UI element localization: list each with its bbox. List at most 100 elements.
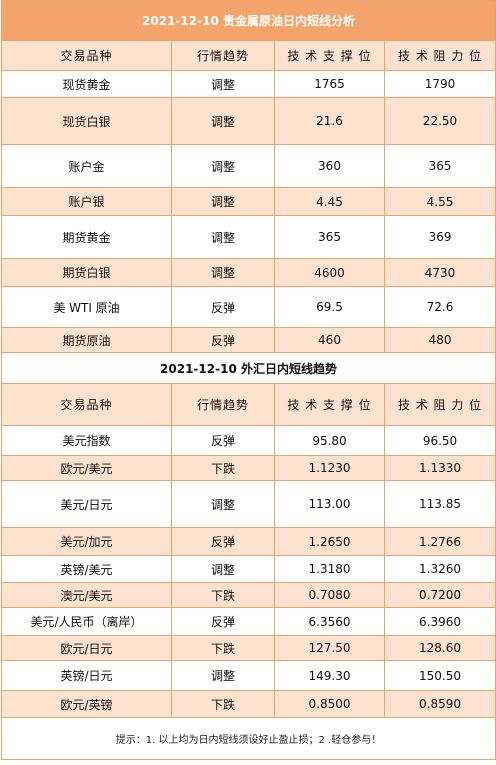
resistance-cell: 113.85: [383, 480, 496, 528]
support-cell: 0.8500: [274, 690, 385, 718]
product-cell: 英镑/日元: [1, 660, 172, 691]
table-row: 欧元/美元 下跌 1.1230 1.1330: [1, 455, 496, 481]
product-cell: 美 WTI 原油: [1, 286, 172, 328]
product-cell: 现货黄金: [1, 70, 172, 98]
trend-cell: 调整: [171, 555, 275, 583]
forex-title: 2021-12-10 外汇日内短线趋势: [0, 352, 496, 384]
header-cell: 技 术 阻 力 位: [383, 40, 496, 71]
table-row: 欧元/日元 下跌 127.50 128.60: [1, 635, 496, 661]
trend-cell: 下跌: [171, 455, 275, 481]
resistance-cell: 150.50: [383, 660, 496, 691]
trend-cell: 反弹: [171, 425, 275, 456]
table-row: 澳元/美元 下跌 0.7080 0.7200: [1, 582, 496, 608]
forex-title-text: 外汇日内短线趋势: [240, 361, 337, 376]
resistance-cell: 0.7200: [383, 582, 496, 608]
resistance-cell: 1.3260: [383, 555, 496, 583]
support-cell: 113.00: [274, 480, 385, 528]
resistance-cell: 4.55: [383, 187, 496, 216]
header-cell: 交易品种: [1, 383, 172, 426]
resistance-cell: 1.2766: [383, 527, 496, 556]
product-cell: 欧元/美元: [1, 455, 172, 481]
header-cell: 交易品种: [1, 40, 172, 71]
table-row: 英镑/美元 调整 1.3180 1.3260: [1, 555, 496, 583]
precious-title-text: 贵金属原油日内短线分析: [222, 14, 355, 28]
resistance-cell: 72.6: [383, 286, 496, 328]
support-cell: 21.6: [274, 97, 385, 145]
table-row: 欧元/英镑 下跌 0.8500 0.8590: [1, 690, 496, 718]
resistance-cell: 6.3960: [383, 607, 496, 636]
precious-title: 2021-12-10 贵金属原油日内短线分析: [0, 0, 496, 41]
forex-title-row: 2021-12-10 外汇日内短线趋势: [0, 352, 496, 384]
header-cell: 技 术 支 撑 位: [274, 383, 385, 426]
support-cell: 365: [274, 215, 385, 259]
resistance-cell: 1790: [383, 70, 496, 98]
resistance-cell: 0.8590: [383, 690, 496, 718]
product-cell: 美元指数: [1, 425, 172, 456]
trend-cell: 调整: [171, 215, 275, 259]
support-cell: 0.7080: [274, 582, 385, 608]
product-cell: 期货黄金: [1, 215, 172, 259]
table-row: 期货原油 反弹 460 480: [1, 327, 496, 353]
support-cell: 149.30: [274, 660, 385, 691]
precious-date: 2021-12-10: [142, 14, 219, 28]
trend-cell: 调整: [171, 144, 275, 188]
trend-cell: 调整: [171, 480, 275, 528]
forex-date: 2021-12-10: [160, 361, 237, 376]
support-cell: 360: [274, 144, 385, 188]
precious-header-row: 交易品种 行情趋势 技 术 支 撑 位 技 术 阻 力 位: [1, 40, 496, 71]
trend-cell: 下跌: [171, 690, 275, 718]
table-row: 美元/加元 反弹 1.2650 1.2766: [1, 527, 496, 556]
support-cell: 4.45: [274, 187, 385, 216]
product-cell: 欧元/日元: [1, 635, 172, 661]
precious-title-row: 2021-12-10 贵金属原油日内短线分析: [0, 0, 496, 41]
table-row: 期货白银 调整 4600 4730: [1, 258, 496, 287]
support-cell: 460: [274, 327, 385, 353]
product-cell: 期货白银: [1, 258, 172, 287]
table-row: 英镑/日元 调整 149.30 150.50: [1, 660, 496, 691]
table-row: 期货黄金 调整 365 369: [1, 215, 496, 259]
forex-header-row: 交易品种 行情趋势 技 术 支 撑 位 技 术 阻 力 位: [1, 383, 496, 426]
product-cell: 美元/加元: [1, 527, 172, 556]
resistance-cell: 96.50: [383, 425, 496, 456]
note-row: 提示：1. 以上均为日内短线须设好止盈止损；2 .轻仓参与！: [0, 717, 496, 760]
trend-cell: 反弹: [171, 607, 275, 636]
support-cell: 1.1230: [274, 455, 385, 481]
resistance-cell: 365: [383, 144, 496, 188]
table-row: 现货黄金 调整 1765 1790: [1, 70, 496, 98]
resistance-cell: 128.60: [383, 635, 496, 661]
table-row: 现货白银 调整 21.6 22.50: [1, 97, 496, 145]
resistance-cell: 369: [383, 215, 496, 259]
trend-cell: 调整: [171, 258, 275, 287]
trend-cell: 下跌: [171, 635, 275, 661]
resistance-cell: 4730: [383, 258, 496, 287]
header-cell: 技 术 支 撑 位: [274, 40, 385, 71]
support-cell: 95.80: [274, 425, 385, 456]
support-cell: 1.2650: [274, 527, 385, 556]
table-row: 美元指数 反弹 95.80 96.50: [1, 425, 496, 456]
table-row: 账户金 调整 360 365: [1, 144, 496, 188]
support-cell: 1.3180: [274, 555, 385, 583]
product-cell: 澳元/美元: [1, 582, 172, 608]
trend-cell: 调整: [171, 97, 275, 145]
product-cell: 美元/日元: [1, 480, 172, 528]
support-cell: 1765: [274, 70, 385, 98]
product-cell: 英镑/美元: [1, 555, 172, 583]
trend-cell: 调整: [171, 660, 275, 691]
header-cell: 技 术 阻 力 位: [383, 383, 496, 426]
trend-cell: 反弹: [171, 327, 275, 353]
trend-cell: 调整: [171, 187, 275, 216]
table-row: 账户银 调整 4.45 4.55: [1, 187, 496, 216]
trend-cell: 下跌: [171, 582, 275, 608]
product-cell: 期货原油: [1, 327, 172, 353]
resistance-cell: 22.50: [383, 97, 496, 145]
table-row: 美元/人民币（离岸） 反弹 6.3560 6.3960: [1, 607, 496, 636]
header-cell: 行情趋势: [171, 383, 275, 426]
trend-cell: 反弹: [171, 286, 275, 328]
support-cell: 4600: [274, 258, 385, 287]
header-cell: 行情趋势: [171, 40, 275, 71]
resistance-cell: 480: [383, 327, 496, 353]
trend-cell: 调整: [171, 70, 275, 98]
product-cell: 现货白银: [1, 97, 172, 145]
product-cell: 账户银: [1, 187, 172, 216]
